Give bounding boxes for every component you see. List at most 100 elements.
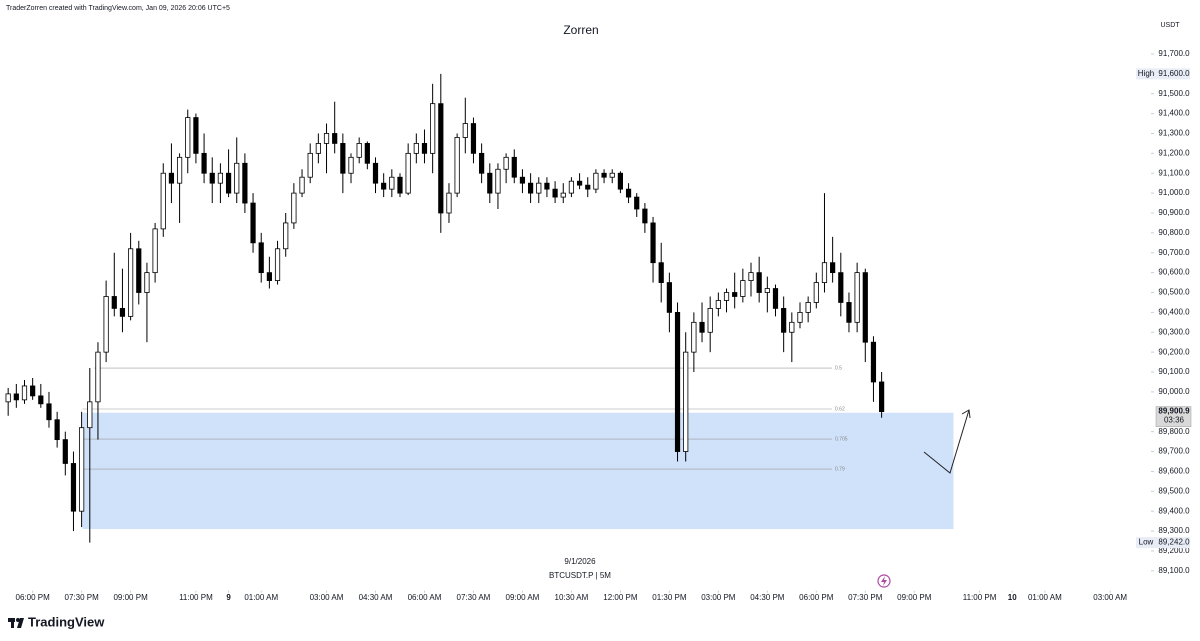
candle-body <box>87 401 93 429</box>
candle-body <box>593 172 599 190</box>
date-label: 9/1/2026 <box>564 557 596 566</box>
candle-layer <box>5 73 885 543</box>
candle-body <box>356 143 362 158</box>
candle-body <box>699 321 705 333</box>
candle-body <box>242 162 248 204</box>
y-tick-label: 89,400.0 <box>1158 506 1190 515</box>
demand-zone <box>82 412 954 530</box>
candle-body <box>364 143 370 164</box>
y-tick-label: 90,300.0 <box>1158 327 1190 336</box>
candle-body <box>821 262 828 283</box>
x-tick-label: 01:30 PM <box>652 593 687 602</box>
x-tick-label: 09:00 AM <box>506 593 540 602</box>
candle-body <box>454 137 460 194</box>
high-badge-price: 91,600.0 <box>1158 69 1190 78</box>
candle-body <box>691 321 697 353</box>
high-badge-label: High <box>1138 69 1154 78</box>
currency: USDT <box>1160 22 1180 29</box>
candle-body <box>462 123 468 138</box>
candle-body <box>470 123 477 154</box>
candle-body <box>160 172 166 230</box>
y-tick-label: 90,500.0 <box>1158 288 1190 297</box>
credit: TraderZorren created with TradingView.co… <box>6 5 230 12</box>
candle-body <box>732 292 738 297</box>
candle-body <box>95 351 101 403</box>
y-tick-label: 91,100.0 <box>1158 168 1190 177</box>
x-tick-label: 06:00 PM <box>16 593 51 602</box>
candle-body <box>283 222 289 250</box>
x-tick-label: 11:00 PM <box>179 593 213 602</box>
candle-body <box>168 172 175 184</box>
candle-body <box>764 288 770 293</box>
candle-body <box>21 385 28 401</box>
candle-body <box>495 168 501 194</box>
candle-body <box>830 262 836 274</box>
x-tick-label: 07:30 PM <box>65 593 100 602</box>
candle-body <box>176 156 183 184</box>
axis-layer: 89,100.0 89,200.0 89,300.0 89,400.0 89,500.0… <box>16 49 1192 602</box>
x-tick-label: 12:00 PM <box>603 593 638 602</box>
y-tick-label: 91,500.0 <box>1158 89 1190 98</box>
x-tick-label: 01:00 AM <box>244 593 278 602</box>
fib-label: 0.5 <box>835 365 842 371</box>
y-tick-label: 89,800.0 <box>1158 427 1190 436</box>
low-badge-price: 89,242.0 <box>1158 538 1190 547</box>
candle-body <box>119 308 126 317</box>
y-tick-label: 91,400.0 <box>1158 109 1190 118</box>
candle-body <box>372 162 379 184</box>
candle-body <box>397 176 403 194</box>
candle-body <box>136 248 142 293</box>
x-tick-label: 01:00 AM <box>1028 593 1062 602</box>
candle-body <box>854 272 860 323</box>
candle-body <box>389 176 395 190</box>
candle-body <box>772 288 779 309</box>
candle-body <box>625 188 632 198</box>
low-badge-bg <box>1136 537 1190 549</box>
candle-body <box>740 280 746 297</box>
candle-body <box>152 228 158 274</box>
candle-body <box>38 395 44 405</box>
candle-body <box>585 184 591 190</box>
fib-label: 0.62 <box>835 406 845 412</box>
candle-body <box>5 393 11 403</box>
x-tick-label: 04:30 PM <box>750 593 785 602</box>
candle-body <box>617 172 623 190</box>
y-tick-label: 90,400.0 <box>1158 307 1190 316</box>
candle-body <box>813 282 819 303</box>
countdown: 03:36 <box>1164 416 1185 425</box>
candle-body <box>879 381 885 413</box>
candle-body <box>421 143 428 154</box>
candle-body <box>430 103 436 154</box>
candle-body <box>413 143 419 154</box>
y-tick-label: 90,100.0 <box>1158 367 1190 376</box>
event-icon[interactable] <box>877 574 891 588</box>
y-tick-label: 91,000.0 <box>1158 188 1190 197</box>
candle-body <box>381 182 387 190</box>
candle-body <box>348 156 354 174</box>
candle-body <box>511 156 517 178</box>
candle-body <box>185 117 191 158</box>
candle-body <box>544 182 550 190</box>
candle-body <box>576 180 583 186</box>
candle-body <box>715 300 721 309</box>
candle-body <box>225 172 232 194</box>
candle-body <box>70 463 77 512</box>
candle-body <box>797 311 803 323</box>
candle-body <box>756 272 762 293</box>
candle-body <box>862 272 868 343</box>
candle-body <box>838 272 844 303</box>
candle-body <box>258 242 264 274</box>
candle-body <box>323 133 330 144</box>
candle-body <box>340 143 346 174</box>
level-layer: 0.5 0.62 0.705 0.79 <box>82 365 848 472</box>
last-price-label: 89,900.9 <box>1158 407 1190 416</box>
candle-body <box>193 117 199 154</box>
brand: TradingView <box>28 614 105 629</box>
candle-body <box>103 296 109 353</box>
candle-body <box>870 341 877 383</box>
symbol-label: BTCUSDT.P | 5M <box>549 571 611 580</box>
candle-body <box>650 222 656 264</box>
y-tick-label: 90,000.0 <box>1158 387 1190 396</box>
candle-body <box>487 172 493 194</box>
